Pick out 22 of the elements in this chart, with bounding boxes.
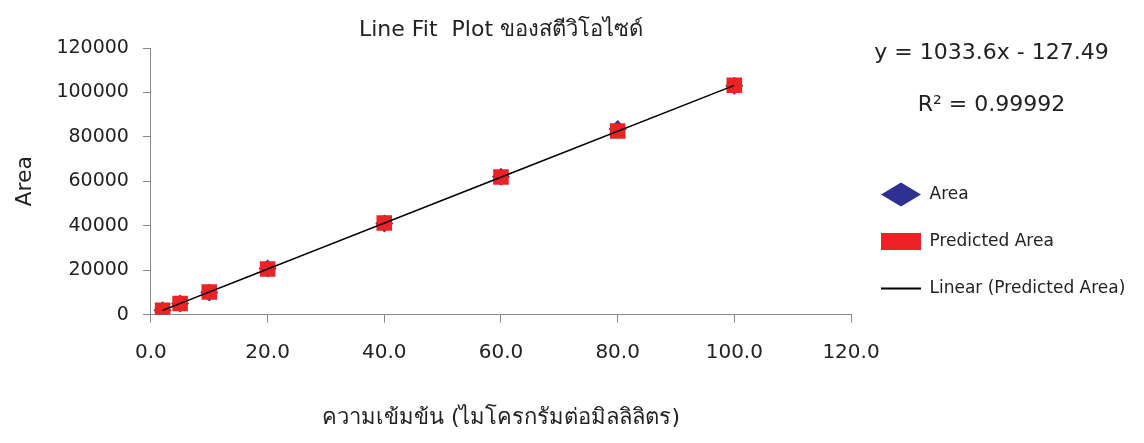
x-tick-label: 60.0 [478,338,524,363]
x-tick-label: 120.0 [822,338,880,363]
text: y = 1033.6x - 127.49 [874,38,1109,64]
x-axis-title: ความเข้มข้น (ไมโครกรัมต่อมิลลิลิตร) [321,403,681,429]
y-axis-title: Area [10,155,36,207]
legend-label: Area [929,182,969,203]
x-tick-label: 100.0 [705,338,763,363]
y-tick-label: 20000 [68,257,129,280]
y-tick-label: 0 [116,301,129,324]
y-tick-label: 120000 [56,34,129,57]
y-tick-label: 40000 [68,212,129,235]
y-tick-label: 80000 [68,123,129,146]
x-tick-label: 0.0 [135,338,167,363]
x-tick-label: 20.0 [245,338,290,363]
text: R² = 0.99992 [917,90,1066,116]
y-tick-label: 100000 [56,79,129,102]
legend-label: Linear (Predicted Area) [929,276,1126,297]
y-tick-label: 60000 [68,168,129,191]
chart-title: Line Fit Plot ของสตีวิโอไซด์ [358,15,643,41]
x-tick-label: 40.0 [362,338,407,363]
x-tick-label: 80.0 [595,338,640,363]
legend-label: Predicted Area [929,229,1054,250]
